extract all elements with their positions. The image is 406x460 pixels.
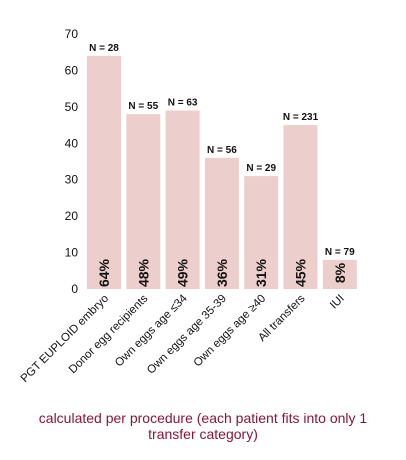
percent-label: 64% bbox=[96, 258, 112, 287]
y-tick-label: 10 bbox=[65, 246, 79, 260]
bar bbox=[244, 176, 279, 289]
caption-line-2: transfer category) bbox=[148, 426, 258, 442]
x-tick-label: Own eggs age ≥40 bbox=[192, 293, 269, 370]
n-count-label: N = 28 bbox=[89, 43, 119, 54]
y-tick-label: 70 bbox=[65, 27, 79, 41]
y-tick-label: 20 bbox=[65, 209, 79, 223]
caption-line-1: calculated per procedure (each patient f… bbox=[38, 410, 368, 426]
percent-label: 49% bbox=[175, 258, 191, 287]
bar bbox=[322, 259, 357, 289]
bar bbox=[204, 157, 239, 289]
y-tick-label: 60 bbox=[65, 63, 79, 77]
bar bbox=[87, 55, 121, 289]
percent-label: 31% bbox=[253, 258, 269, 287]
bar bbox=[283, 125, 318, 289]
percent-label: 45% bbox=[293, 258, 309, 287]
chart: 0 10 20 30 40 50 60 70 N = 28 64% PGT EUPLOID embr… bbox=[19, 27, 357, 385]
n-count-label: N = 231 bbox=[283, 112, 319, 123]
x-tick-label: Own eggs age ≤34 bbox=[113, 292, 190, 369]
y-tick-label: 0 bbox=[71, 282, 78, 296]
percent-label: 8% bbox=[332, 262, 348, 283]
n-count-label: N = 63 bbox=[168, 98, 198, 109]
percent-label: 36% bbox=[214, 258, 230, 287]
percent-label: 48% bbox=[135, 258, 151, 287]
x-tick-label: IUI bbox=[328, 293, 347, 312]
n-count-label: N = 56 bbox=[207, 145, 237, 156]
x-tick-label: Own eggs age 35-39 bbox=[145, 293, 229, 377]
bar bbox=[165, 110, 200, 289]
n-count-label: N = 79 bbox=[325, 247, 355, 258]
y-tick-label: 40 bbox=[65, 136, 79, 150]
n-count-label: N = 55 bbox=[128, 101, 158, 112]
y-tick-label: 30 bbox=[65, 173, 79, 187]
chart-caption: calculated per procedure (each patient f… bbox=[0, 410, 406, 442]
n-count-label: N = 29 bbox=[246, 163, 276, 174]
y-tick-label: 50 bbox=[65, 100, 79, 114]
bar bbox=[126, 114, 161, 290]
x-tick-label: Donor egg recipients bbox=[67, 292, 151, 376]
